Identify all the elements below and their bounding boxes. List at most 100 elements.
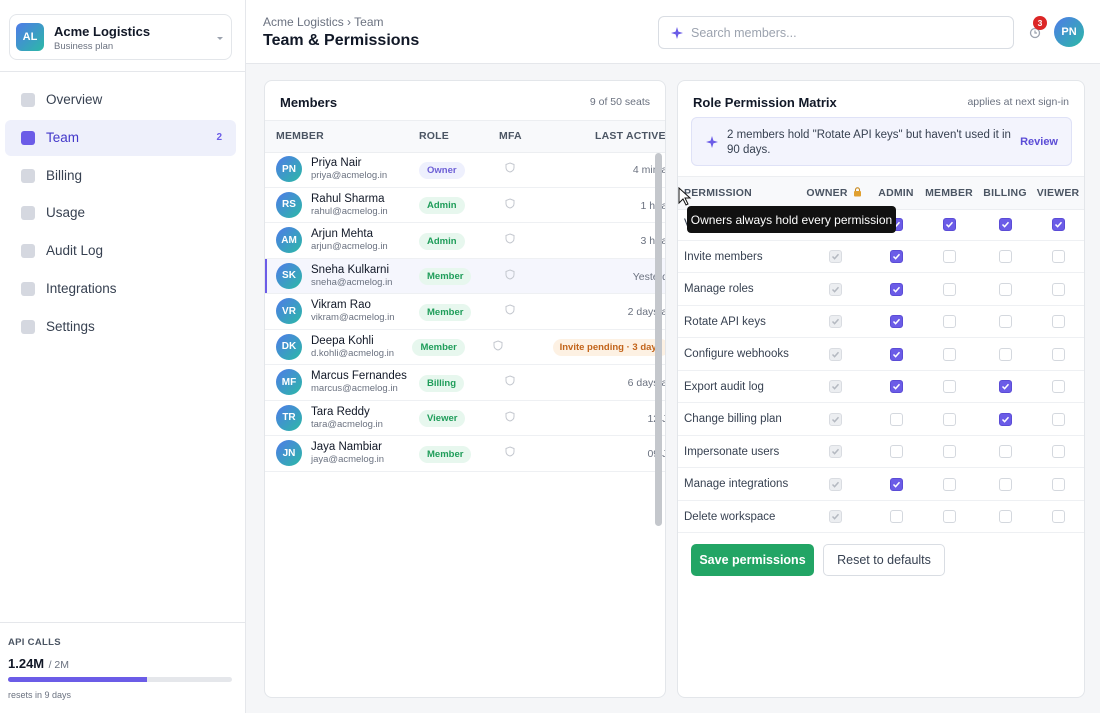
workspace-plan: Business plan xyxy=(54,41,114,52)
mfa-icon xyxy=(505,375,515,386)
nav-item[interactable]: Overview xyxy=(5,82,236,118)
permission-checkbox[interactable] xyxy=(889,477,903,491)
permission-checkbox[interactable] xyxy=(942,250,956,263)
nav-item[interactable]: Team 2 xyxy=(5,119,236,156)
nav-label: Team xyxy=(46,129,80,145)
permission-checkbox[interactable] xyxy=(998,412,1012,426)
permission-checkbox[interactable] xyxy=(1051,315,1065,328)
usage-label: API CALLS xyxy=(8,637,61,648)
permission-checkbox[interactable] xyxy=(942,380,956,393)
member-avatar: JN xyxy=(276,440,302,467)
permission-checkbox[interactable] xyxy=(998,477,1012,491)
members-panel: Members 9 of 50 seats MEMBER ROLE MFA LAST … xyxy=(264,80,666,698)
permission-checkbox[interactable] xyxy=(998,380,1012,393)
nav-item[interactable]: Billing xyxy=(5,158,236,194)
permission-checkbox[interactable] xyxy=(998,217,1012,231)
scrollbar[interactable] xyxy=(655,153,662,526)
member-name: Vikram Rao xyxy=(311,299,371,312)
permission-checkbox[interactable] xyxy=(998,510,1012,523)
search-box[interactable]: Search members... xyxy=(658,16,1014,49)
role-badge: Owner xyxy=(419,161,465,179)
nav-item[interactable]: Settings xyxy=(5,309,236,345)
permission-checkbox[interactable] xyxy=(998,347,1012,361)
permission-checkbox[interactable] xyxy=(1051,250,1065,263)
member-row[interactable]: RS Rahul Sharma rahul@acmelog.in Admin 1 hr … xyxy=(265,188,665,223)
mfa-cell xyxy=(499,409,569,427)
role-cell: Billing xyxy=(419,373,499,392)
check-icon xyxy=(831,351,839,358)
permission-checkbox[interactable] xyxy=(1051,477,1065,491)
nav-item[interactable]: Audit Log xyxy=(5,233,236,269)
permission-checkbox[interactable] xyxy=(942,445,956,458)
member-row[interactable]: MF Marcus Fernandes marcus@acmelog.in Billi… xyxy=(265,365,665,401)
breadcrumb[interactable]: Acme Logistics › Team xyxy=(263,15,384,29)
user-avatar[interactable]: PN xyxy=(1054,17,1084,47)
column-header: VIEWER xyxy=(1036,187,1080,199)
save-button[interactable]: Save permissions xyxy=(691,544,814,576)
permission-checkbox[interactable] xyxy=(998,315,1012,328)
permission-checkbox[interactable] xyxy=(998,282,1012,296)
member-name: Marcus Fernandes xyxy=(311,370,407,383)
mfa-icon xyxy=(505,411,515,422)
alert-action[interactable]: Review xyxy=(1020,136,1058,148)
permission-checkbox[interactable] xyxy=(889,250,903,263)
column-header: LAST ACTIVE xyxy=(595,130,666,142)
permission-checkbox[interactable] xyxy=(942,477,956,491)
member-name: Tara Reddy xyxy=(311,405,370,418)
permission-checkbox[interactable] xyxy=(1051,217,1065,231)
invite-badge: Invite pending · 3 days xyxy=(552,339,665,357)
permission-checkbox[interactable] xyxy=(889,347,903,361)
last-active-cell: 1 hr ago xyxy=(569,196,665,214)
permission-checkbox[interactable] xyxy=(998,445,1012,458)
permission-checkbox[interactable] xyxy=(942,412,956,426)
permission-checkbox[interactable] xyxy=(1051,380,1065,393)
member-row[interactable]: DK Deepa Kohli d.kohli@acmelog.in Member Inv… xyxy=(265,330,665,365)
member-row[interactable]: VR Vikram Rao vikram@acmelog.in Member 2 day… xyxy=(265,294,665,330)
member-identity: Marcus Fernandes marcus@acmelog.in xyxy=(311,370,411,394)
nav-item[interactable]: Integrations xyxy=(5,271,236,307)
permission-checkbox[interactable] xyxy=(1051,347,1065,361)
mfa-icon xyxy=(505,233,515,244)
check-icon xyxy=(892,481,900,488)
permission-checkbox[interactable] xyxy=(889,282,903,296)
permission-checkbox[interactable] xyxy=(1051,282,1065,296)
column-header: OWNER xyxy=(806,187,848,199)
lock-icon xyxy=(854,187,861,197)
permission-checkbox[interactable] xyxy=(1051,445,1065,458)
permission-checkbox[interactable] xyxy=(942,217,956,231)
nav-item[interactable]: Usage xyxy=(5,195,236,231)
permission-checkbox[interactable] xyxy=(889,510,903,523)
last-active-cell: Yesterday xyxy=(569,267,665,285)
permission-checkbox[interactable] xyxy=(889,445,903,458)
permission-checkbox[interactable] xyxy=(1051,412,1065,426)
search-placeholder: Search members... xyxy=(691,26,797,40)
check-icon xyxy=(831,286,839,293)
permission-checkbox[interactable] xyxy=(889,315,903,328)
panel-title: Members xyxy=(280,95,338,110)
permission-checkbox[interactable] xyxy=(942,347,956,361)
permission-checkbox[interactable] xyxy=(1051,510,1065,523)
permission-checkbox[interactable] xyxy=(889,380,903,393)
nav-label: Integrations xyxy=(46,281,117,296)
member-row[interactable]: SK Sneha Kulkarni sneha@acmelog.in Member Ye… xyxy=(265,258,665,294)
column-header: MFA xyxy=(499,130,522,142)
permission-checkbox[interactable] xyxy=(942,282,956,296)
panel-note: applies at next sign-in xyxy=(967,96,1069,108)
permission-checkbox[interactable] xyxy=(889,412,903,426)
permission-checkbox[interactable] xyxy=(942,315,956,328)
workspace-switcher[interactable]: AL Acme Logistics Business plan xyxy=(9,14,232,60)
last-active-cell: Invite pending · 3 days xyxy=(552,337,665,357)
header: Acme Logistics › Team Team & Permissions… xyxy=(246,0,1100,64)
reset-button[interactable]: Reset to defaults xyxy=(823,544,945,576)
permission-checkbox[interactable] xyxy=(998,250,1012,263)
member-avatar: DK xyxy=(276,333,302,360)
sidebar: AL Acme Logistics Business plan Overview… xyxy=(0,0,246,713)
mfa-cell xyxy=(499,444,569,462)
permission-checkbox[interactable] xyxy=(942,510,956,523)
